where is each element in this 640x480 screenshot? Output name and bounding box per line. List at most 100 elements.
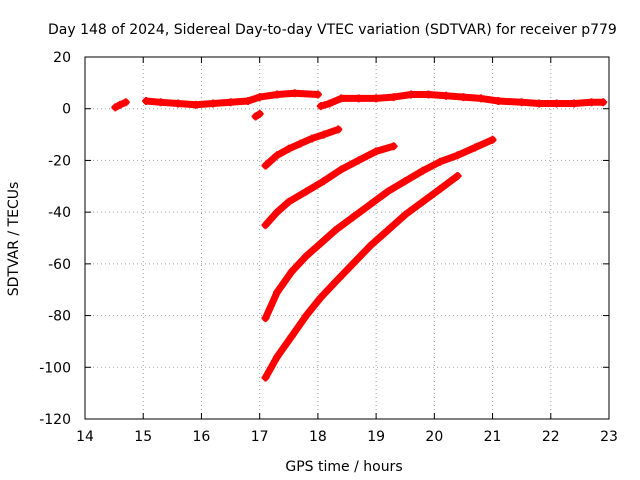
data-point [418,166,427,175]
x-tick-label: 23 [600,429,618,445]
x-tick-label: 19 [367,429,385,445]
data-point [316,239,325,248]
data-point [316,102,325,111]
data-point [302,311,311,320]
data-point [401,177,410,186]
data-point [261,161,270,170]
data-point [436,157,445,166]
data-point [535,99,544,108]
data-point [273,90,282,99]
data-point [453,171,462,180]
data-point [334,125,343,134]
x-tick-label: 17 [251,429,269,445]
data-point [436,184,445,193]
x-tick-label: 15 [134,429,152,445]
series-seg-d [316,90,608,111]
data-point [287,267,296,276]
data-point [319,177,328,186]
data-point [389,142,398,151]
series-seg-g [261,135,497,323]
data-point [331,277,340,286]
data-point [337,94,346,103]
data-point [284,197,293,206]
data-point [488,135,497,144]
data-point [251,112,260,121]
data-point [354,156,363,165]
data-point [372,147,381,156]
data-point [319,130,328,139]
data-point [587,98,596,107]
series-seg-h [261,171,462,382]
data-point [441,91,450,100]
data-point [383,187,392,196]
x-tick-label: 20 [425,429,443,445]
data-point [273,352,282,361]
data-point [255,109,264,118]
data-point [142,96,151,105]
data-point [174,99,183,108]
data-point [284,144,293,153]
data-point [494,96,503,105]
data-point [337,165,346,174]
x-tick-label: 16 [193,429,211,445]
data-point [244,96,253,105]
data-point [308,134,317,143]
data-point [424,90,433,99]
data-point [459,93,468,102]
data-point [255,93,264,102]
series-seg-b [142,89,322,109]
x-tick-label: 22 [542,429,560,445]
data-point [325,99,334,108]
plot-frame [84,56,610,420]
x-axis-label: GPS time / hours [285,459,402,475]
data-point [354,94,363,103]
data-point [261,314,270,323]
data-point [226,98,235,107]
data-point [471,143,480,152]
y-tick-label: 20 [53,50,71,66]
data-point [290,89,299,98]
data-point [348,259,357,268]
y-tick-label: -100 [39,360,71,376]
data-point [209,99,218,108]
data-point [273,208,282,217]
data-point [599,98,608,107]
series-seg-f [261,142,398,230]
y-tick-label: -80 [48,309,71,325]
data-point [552,99,561,108]
data-point [296,139,305,148]
data-point [389,93,398,102]
data-point [366,241,375,250]
chart-title: Day 148 of 2024, Sidereal Day-to-day VTE… [48,22,617,38]
y-tick-label: -20 [48,153,71,169]
data-point [348,213,357,222]
series-seg-e [261,125,343,170]
data-point [302,187,311,196]
data-point [366,200,375,209]
data-point [302,252,311,261]
x-tick-label: 18 [309,429,327,445]
data-point [331,226,340,235]
data-point [273,151,282,160]
data-point [191,100,200,109]
data-point [121,98,130,107]
data-point [111,103,120,112]
data-point [372,94,381,103]
series-seg-c [251,109,264,121]
x-tick-label: 14 [76,429,94,445]
data-point [407,90,416,99]
data-point [273,288,282,297]
axis-ticks: 14 15 16 17 18 19 20 21 22 23 20 0 -20 -40 -60 -80 -100 -… [39,50,618,445]
data-point [476,94,485,103]
data-point [313,90,322,99]
y-axis-label: SDTVAR / TECUs [6,182,22,297]
data-point [261,221,270,230]
data-point [316,293,325,302]
data-point [261,373,270,382]
x-tick-label: 21 [484,429,502,445]
series-band [262,142,398,229]
data-point [115,100,124,109]
grid-lines [85,57,609,419]
data-point [401,210,410,219]
